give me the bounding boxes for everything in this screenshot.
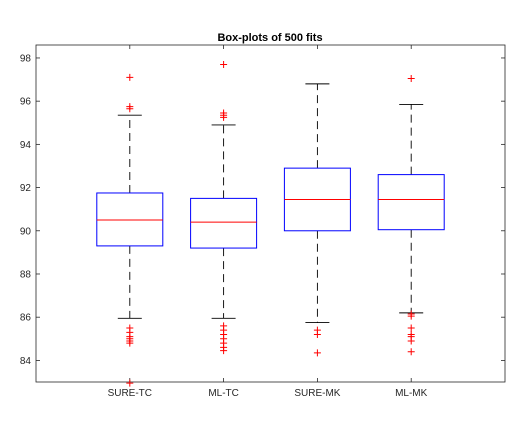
outlier-marker (126, 379, 134, 387)
iqr-box (96, 192, 164, 247)
outlier-marker (126, 73, 134, 81)
box-group-ml-tc (190, 60, 258, 355)
y-tick-label: 88 (20, 269, 32, 280)
y-tick-label: 84 (20, 356, 32, 367)
box-group-ml-mk (377, 74, 445, 356)
outlier-marker (313, 349, 321, 357)
outlier-marker (407, 312, 415, 320)
x-tick-label: ML-TC (208, 388, 239, 399)
box-group-sure-tc (96, 73, 164, 387)
x-tick-label: SURE-MK (294, 388, 340, 399)
outlier-marker (220, 347, 228, 355)
outlier-marker (126, 105, 134, 113)
outlier-marker (220, 113, 228, 121)
y-tick-label: 96 (20, 97, 32, 108)
outlier-marker (407, 337, 415, 345)
x-tick-label: ML-MK (395, 388, 428, 399)
y-tick-label: 86 (20, 313, 32, 324)
plot-area-frame (35, 44, 506, 383)
y-axis: 84 86 88 90 92 94 96 98 (20, 53, 505, 367)
y-tick-label: 98 (20, 53, 32, 64)
iqr-box (377, 174, 445, 231)
outlier-marker (220, 60, 228, 68)
outlier-marker (407, 348, 415, 356)
box-group-sure-mk (283, 83, 351, 357)
x-tick-label: SURE-TC (108, 388, 152, 399)
outlier-marker (407, 74, 415, 82)
outlier-marker (313, 330, 321, 338)
y-tick-label: 94 (20, 140, 32, 151)
box-series (96, 60, 445, 387)
outlier-marker (126, 339, 134, 347)
chart-title: Box-plots of 500 fits (217, 32, 322, 44)
y-tick-label: 92 (20, 183, 32, 194)
y-tick-label: 90 (20, 226, 32, 237)
outlier-marker (407, 324, 415, 332)
iqr-box (190, 197, 258, 249)
